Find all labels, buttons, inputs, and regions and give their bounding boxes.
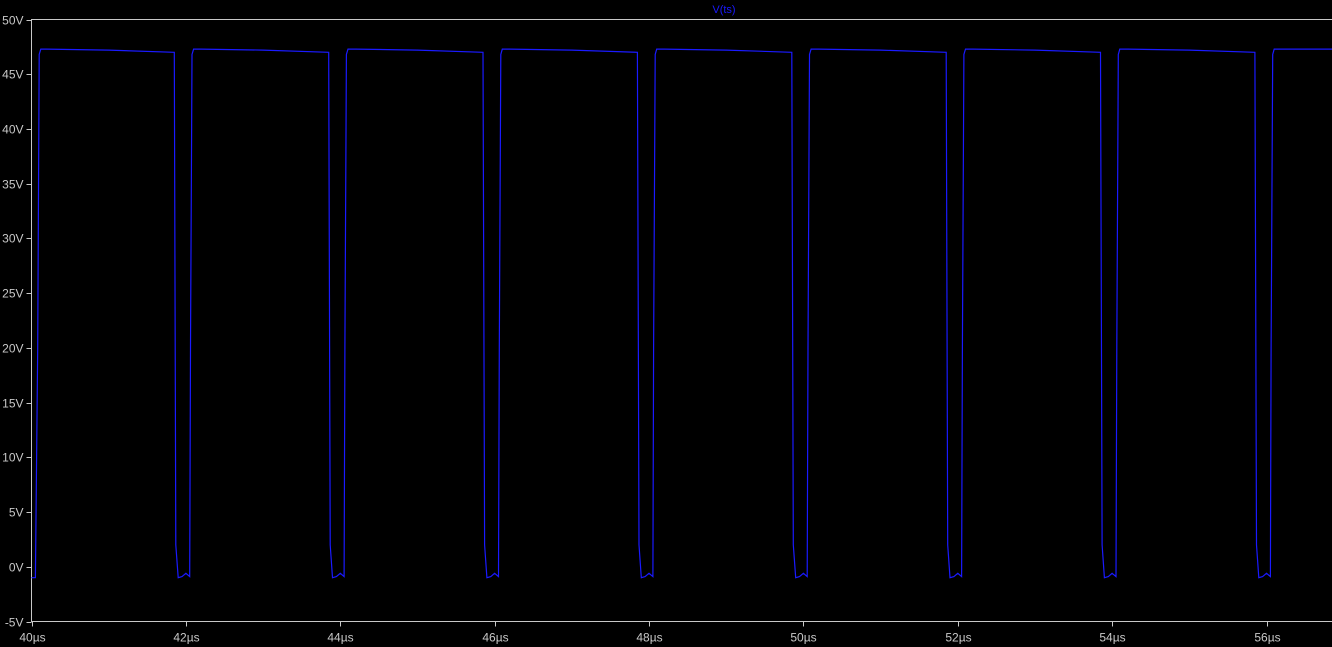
y-tick-label: -5V bbox=[5, 616, 24, 630]
axes-frame bbox=[31, 19, 1332, 622]
y-tick-label: 25V bbox=[2, 287, 23, 301]
y-tick-label: 15V bbox=[2, 397, 23, 411]
y-tick-label: 5V bbox=[9, 506, 24, 520]
x-tick-label: 52µs bbox=[945, 631, 971, 645]
x-tick-label: 56µs bbox=[1254, 631, 1280, 645]
y-tick-label: 40V bbox=[2, 123, 23, 137]
y-tick-label: 35V bbox=[2, 178, 23, 192]
y-tick-label: 30V bbox=[2, 232, 23, 246]
y-tick-label: 45V bbox=[2, 68, 23, 82]
trace-line-v-ts[interactable] bbox=[31, 48, 1332, 579]
x-tick-label: 54µs bbox=[1099, 631, 1125, 645]
y-tick-label: 10V bbox=[2, 451, 23, 465]
y-tick-label: 50V bbox=[2, 14, 23, 28]
x-tick-label: 40µs bbox=[19, 631, 45, 645]
x-tick-label: 46µs bbox=[482, 631, 508, 645]
y-tick-label: 0V bbox=[9, 561, 24, 575]
x-tick-label: 50µs bbox=[790, 631, 816, 645]
x-tick-label: 44µs bbox=[327, 631, 353, 645]
x-tick-label: 42µs bbox=[173, 631, 199, 645]
y-tick-label: 20V bbox=[2, 342, 23, 356]
x-ticks: 40µs 42µs 44µs 46µs 48µs 50µs 52µs 54µs 56µs bbox=[19, 621, 1281, 645]
trace-title[interactable]: V(ts) bbox=[712, 4, 735, 16]
x-tick-label: 48µs bbox=[636, 631, 662, 645]
y-ticks: -5V 0V 5V 10V 15V 20V 25V 30V 35V 40V 45V 50V bbox=[2, 14, 32, 630]
